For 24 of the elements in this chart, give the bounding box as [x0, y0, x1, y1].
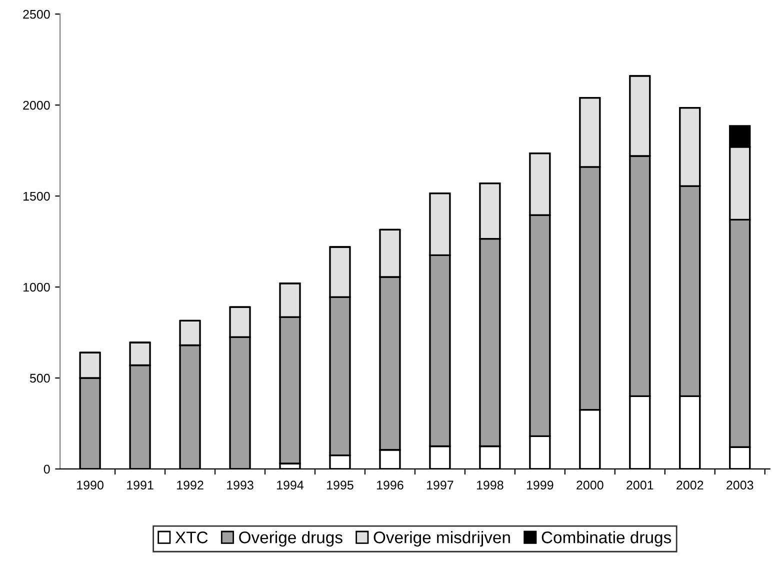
x-tick-label: 1998	[476, 480, 504, 490]
y-tick-label: 1500	[23, 192, 50, 201]
x-tick-label: 2000	[576, 480, 604, 490]
x-tick-label: 1994	[277, 480, 304, 490]
legend-label: Overige drugs	[239, 531, 342, 547]
x-tick-label: 2001	[626, 480, 654, 490]
legend-label: Overige misdrijven	[374, 531, 510, 547]
x-tick-label: 1990	[77, 480, 104, 490]
legend-label: XTC	[175, 532, 208, 544]
x-tick-label: 1992	[177, 480, 204, 490]
legend-label: Combinatie drugs	[542, 531, 672, 547]
x-tick-label: 2002	[676, 480, 704, 490]
x-tick-label: 1999	[526, 480, 554, 490]
y-tick-label: 1000	[23, 282, 50, 292]
x-tick-label: 1996	[377, 480, 404, 490]
x-tick-label: 1993	[227, 480, 254, 490]
x-tick-label: 1991	[127, 480, 154, 490]
x-tick-label: 2003	[726, 480, 754, 490]
y-tick-label: 500	[30, 374, 50, 383]
y-tick-label: 2000	[23, 100, 50, 110]
y-tick-label: 2500	[23, 10, 50, 19]
x-tick-label: 1997	[427, 480, 454, 490]
y-tick-label: 0	[44, 464, 50, 474]
x-tick-label: 1995	[327, 480, 354, 490]
